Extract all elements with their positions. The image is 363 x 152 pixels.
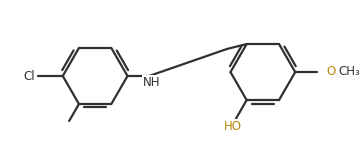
Text: CH₃: CH₃ <box>338 65 360 78</box>
Text: NH: NH <box>143 76 161 89</box>
Text: HO: HO <box>224 120 242 133</box>
Text: O: O <box>326 65 335 78</box>
Text: Cl: Cl <box>24 69 35 83</box>
